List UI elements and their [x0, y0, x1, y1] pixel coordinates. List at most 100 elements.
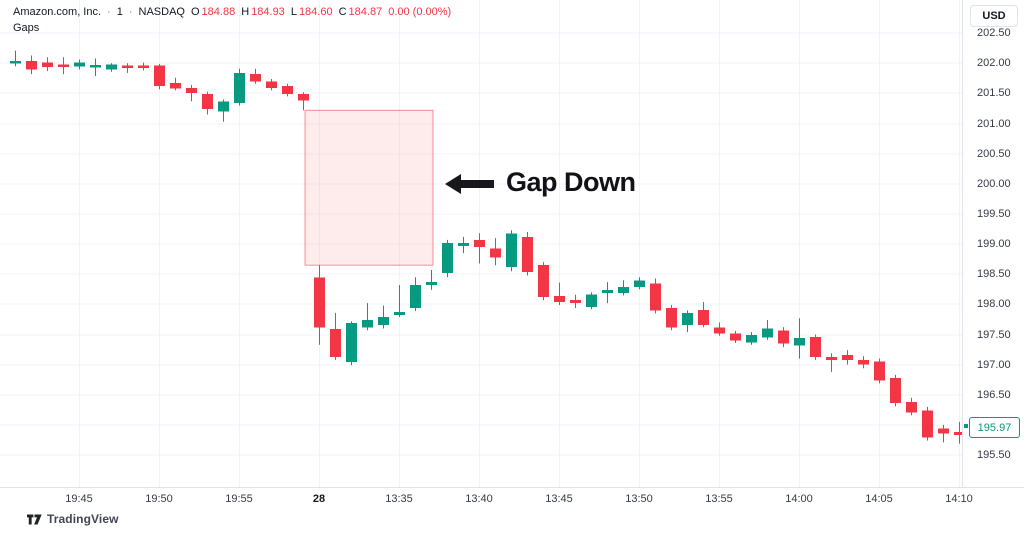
- candle[interactable]: [234, 72, 245, 104]
- candle[interactable]: [10, 60, 21, 64]
- time-axis-label: 14:00: [785, 493, 813, 505]
- price-axis[interactable]: USD 195.97 202.50 202.00 201.50 201.00 200.5…: [963, 0, 1024, 487]
- price-axis-label: 195.50: [977, 449, 1011, 462]
- price-axis-label: 198.50: [977, 268, 1011, 281]
- exchange-name[interactable]: NASDAQ: [138, 6, 185, 18]
- candle[interactable]: [58, 64, 69, 67]
- candle[interactable]: [506, 233, 517, 268]
- candle[interactable]: [122, 65, 133, 69]
- arrow-head-icon: [445, 174, 461, 194]
- currency-button[interactable]: USD: [970, 5, 1018, 27]
- candle[interactable]: [554, 295, 565, 302]
- candle[interactable]: [250, 74, 261, 82]
- candle[interactable]: [810, 336, 821, 357]
- candle[interactable]: [746, 335, 757, 343]
- candle[interactable]: [842, 355, 853, 360]
- price-axis-label: 200.00: [977, 177, 1011, 190]
- time-axis-label: 28: [312, 493, 326, 505]
- gap-down-box[interactable]: [304, 109, 434, 266]
- candle[interactable]: [650, 283, 661, 311]
- price-axis-label: 201.00: [977, 117, 1011, 130]
- separator-dot: ·: [128, 6, 133, 18]
- candle[interactable]: [314, 277, 325, 328]
- candle[interactable]: [586, 294, 597, 307]
- candlestick-chart: [0, 0, 962, 487]
- candle[interactable]: [570, 300, 581, 304]
- candle[interactable]: [474, 239, 485, 248]
- time-axis-label: 19:50: [145, 493, 173, 505]
- last-price-badge: 195.97: [969, 417, 1020, 438]
- candle[interactable]: [154, 65, 165, 87]
- candle[interactable]: [282, 86, 293, 95]
- candle[interactable]: [378, 317, 389, 325]
- candle[interactable]: [426, 282, 437, 286]
- price-axis-separator: [962, 0, 963, 487]
- candle[interactable]: [42, 62, 53, 67]
- candle[interactable]: [106, 64, 117, 70]
- candle[interactable]: [218, 101, 229, 112]
- candle[interactable]: [714, 327, 725, 334]
- candle[interactable]: [266, 81, 277, 88]
- candle[interactable]: [538, 265, 549, 298]
- candle[interactable]: [362, 320, 373, 328]
- candle[interactable]: [186, 87, 197, 93]
- candle[interactable]: [874, 361, 885, 381]
- candle[interactable]: [826, 356, 837, 360]
- candle[interactable]: [634, 280, 645, 287]
- candle[interactable]: [138, 65, 149, 69]
- candle[interactable]: [26, 60, 37, 70]
- price-axis-label: 201.50: [977, 87, 1011, 100]
- time-axis-label: 13:40: [465, 493, 493, 505]
- symbol-name[interactable]: Amazon.com, Inc.: [13, 6, 102, 18]
- price-axis-label: 200.50: [977, 147, 1011, 160]
- price-axis-label: 198.00: [977, 298, 1011, 311]
- time-axis-label: 14:05: [865, 493, 893, 505]
- candle[interactable]: [522, 236, 533, 272]
- candle[interactable]: [442, 242, 453, 274]
- arrow-shaft: [459, 180, 494, 188]
- price-axis-label: 197.50: [977, 328, 1011, 341]
- candle[interactable]: [730, 333, 741, 341]
- candle[interactable]: [762, 328, 773, 338]
- chart-pane[interactable]: Gap Down Amazon.com, Inc. · 1 · NASDAQ O…: [0, 0, 962, 487]
- candle[interactable]: [938, 428, 949, 434]
- time-axis-label: 13:45: [545, 493, 573, 505]
- candle[interactable]: [618, 286, 629, 293]
- candle[interactable]: [330, 329, 341, 357]
- candle[interactable]: [906, 402, 917, 413]
- price-axis-label: 196.50: [977, 388, 1011, 401]
- price-axis-label: 202.50: [977, 27, 1011, 40]
- gap-down-arrow[interactable]: [445, 172, 495, 196]
- indicator-label[interactable]: Gaps: [13, 22, 40, 34]
- separator-dot: ·: [107, 6, 111, 18]
- time-axis-label: 14:10: [945, 493, 973, 505]
- candle[interactable]: [346, 323, 357, 363]
- candle[interactable]: [954, 432, 962, 436]
- candle[interactable]: [682, 312, 693, 325]
- candle[interactable]: [778, 330, 789, 344]
- candle[interactable]: [922, 410, 933, 438]
- candle[interactable]: [90, 65, 101, 68]
- candle[interactable]: [410, 285, 421, 308]
- tradingview-logo[interactable]: TradingView: [27, 512, 119, 526]
- candle[interactable]: [666, 307, 677, 328]
- candle[interactable]: [298, 94, 309, 101]
- candle[interactable]: [394, 312, 405, 316]
- time-axis-separator: [0, 487, 1024, 488]
- candle[interactable]: [458, 242, 469, 246]
- time-axis[interactable]: 19:45 19:50 19:55 28 13:35 13:40 13:45 13:50 13:…: [0, 488, 1024, 511]
- candle[interactable]: [74, 62, 85, 67]
- candle[interactable]: [602, 289, 613, 293]
- interval-value[interactable]: 1: [116, 6, 123, 18]
- price-axis-label: 199.00: [977, 238, 1011, 251]
- candle[interactable]: [202, 94, 213, 110]
- candle[interactable]: [698, 309, 709, 325]
- candle[interactable]: [858, 359, 869, 365]
- candle[interactable]: [170, 83, 181, 89]
- ohlc-low: L 184.60: [290, 6, 333, 18]
- gap-down-label[interactable]: Gap Down: [506, 167, 636, 197]
- candle[interactable]: [490, 248, 501, 258]
- candle[interactable]: [794, 338, 805, 346]
- candle[interactable]: [890, 377, 901, 404]
